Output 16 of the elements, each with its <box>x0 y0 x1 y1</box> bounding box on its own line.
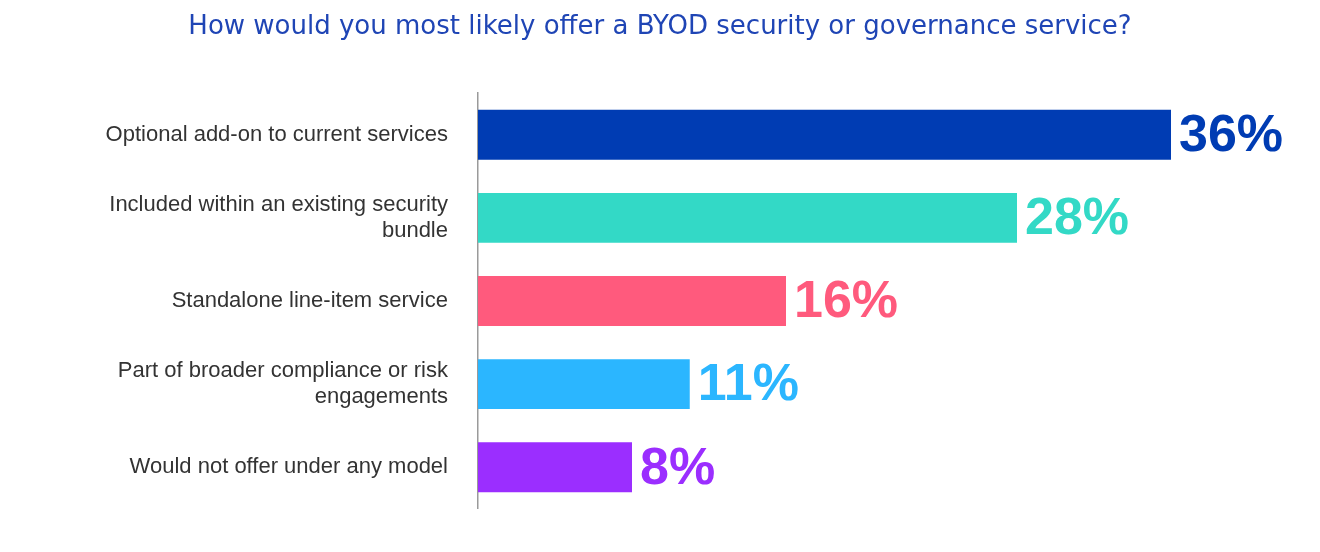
bar <box>478 109 1171 160</box>
bar <box>478 276 786 326</box>
y-tick-label: Would not offer under any model <box>129 453 448 479</box>
data-label: 28% <box>1025 187 1130 246</box>
y-tick-label: Optional add-on to current services <box>105 120 448 146</box>
data-label: 8% <box>640 436 716 495</box>
chart-title: How would you most likely offer a BYOD security or governance service? <box>187 9 1133 42</box>
bar <box>478 359 690 410</box>
data-label: 11% <box>697 353 799 412</box>
y-tick-label: Included within an existing security bundle <box>109 190 448 243</box>
y-tick-label: Standalone line-item service <box>171 287 448 313</box>
bar <box>478 442 632 493</box>
bar <box>478 192 1017 243</box>
data-label: 36% <box>1179 104 1284 163</box>
data-label: 16% <box>794 270 899 329</box>
y-tick-label: Part of broader compliance or risk engagements <box>117 356 449 409</box>
